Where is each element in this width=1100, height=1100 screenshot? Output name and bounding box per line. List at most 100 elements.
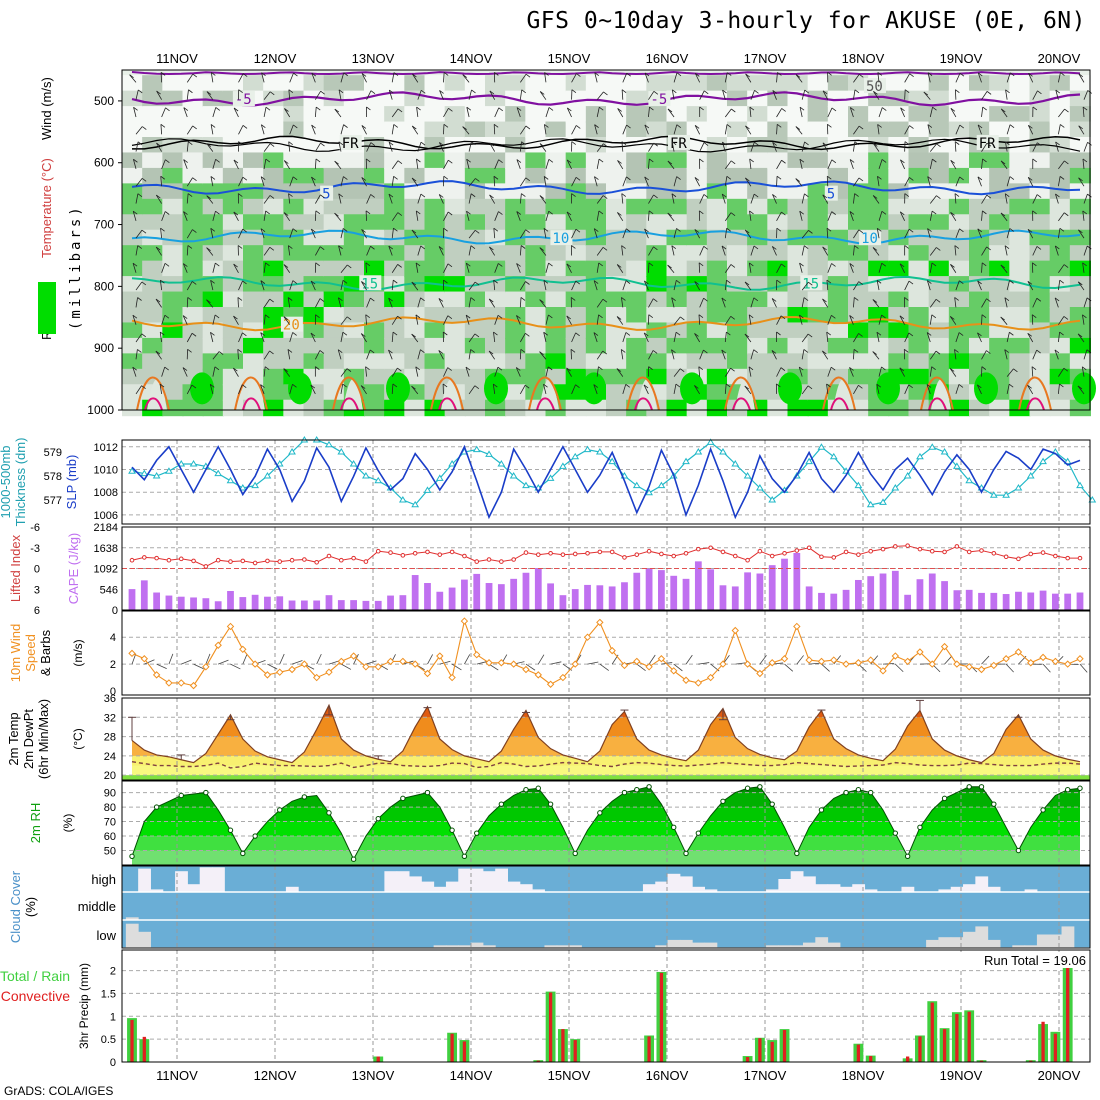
wind-barb (566, 315, 572, 325)
cape-ylabel: CAPE (J/kg) (66, 533, 81, 605)
rh-cell (505, 214, 527, 231)
cape-bar (842, 589, 850, 610)
wind-barb-flag (872, 247, 878, 251)
rh-cell (1069, 291, 1091, 308)
rh-cell (505, 353, 527, 370)
rh-cell (666, 214, 688, 231)
rh-cell (565, 353, 587, 370)
wind-barb-flag (877, 176, 882, 180)
wind-barb (826, 280, 829, 291)
wind-barb-flag (731, 108, 736, 113)
rh-cell (323, 167, 345, 185)
wind-barb (949, 368, 957, 377)
wind-barb (724, 124, 728, 135)
wind-barb (899, 263, 906, 273)
wind-barb (593, 280, 598, 291)
wind-speed-point (448, 673, 456, 682)
wind-barb-flag (808, 281, 813, 286)
wind-barb (260, 124, 265, 135)
rh-cell (1049, 167, 1071, 185)
wind-barb (981, 142, 988, 152)
cloud-bar (470, 868, 484, 892)
rh-cell (263, 307, 285, 324)
wind-barb (289, 384, 293, 395)
cape-bar (1015, 591, 1022, 610)
wind-barb-flag (721, 349, 726, 354)
rh-cell (565, 245, 587, 262)
rh-cell (1049, 353, 1071, 370)
wind-barb-flag (182, 315, 188, 319)
wind-barb (155, 246, 162, 256)
wind-speed-point (916, 648, 924, 656)
rh-cell (404, 106, 426, 123)
rh-cell (243, 353, 265, 370)
wind-barb (156, 142, 162, 152)
wind-barb (822, 194, 829, 204)
wind-speed-point (263, 671, 272, 679)
wind-barb-flag (498, 159, 503, 164)
wind-barb-flag (671, 141, 677, 146)
rh-point (855, 786, 862, 793)
precip-tick-label: 0 (110, 1057, 116, 1069)
wind-speed-point (288, 665, 296, 674)
rh-cell (1029, 368, 1051, 386)
rh-cell (243, 245, 265, 262)
rh-cell (1069, 229, 1091, 247)
rh-cell (404, 260, 426, 278)
rh-cell (1009, 337, 1031, 355)
wind-speed-point (756, 669, 764, 678)
wind-speed-point (436, 652, 444, 660)
thickness-point (374, 476, 383, 484)
wind-barb-flag (388, 141, 394, 146)
wind-barb-flag (799, 106, 805, 111)
wind-barb-flag (215, 107, 221, 111)
wind-barb (744, 385, 752, 395)
wind-speed-point (374, 663, 382, 671)
wind-barb-flag (936, 195, 941, 199)
wind-barb-flag (1009, 176, 1015, 180)
wind-barb-flag (415, 314, 421, 319)
thickness-point (263, 472, 272, 479)
rh-cell (848, 106, 870, 123)
rh-cell (162, 152, 184, 169)
precip-convective-bar (462, 1041, 467, 1062)
rh-cell (908, 229, 930, 247)
wind-barb-flag (242, 280, 247, 285)
wind-barb (132, 211, 137, 221)
rh-band (132, 836, 1080, 851)
wind-barb-flag (649, 158, 654, 163)
precip-convective-bar (142, 1036, 146, 1062)
wind-barb (643, 280, 649, 291)
rh-moist-blob (876, 372, 900, 405)
rh-cell (444, 152, 466, 169)
wind-barb (232, 367, 239, 377)
rh-cell (444, 245, 466, 262)
rh-cell (424, 75, 446, 92)
isotherm-25 (724, 376, 758, 411)
wind-barb (929, 314, 933, 325)
wind-barb-10m (230, 663, 241, 670)
rh-point (868, 789, 874, 796)
precip-convective-bar (782, 1030, 787, 1062)
rh-cell (283, 291, 305, 308)
wind-barb (926, 384, 931, 395)
wind-barb-flag (242, 176, 248, 181)
wind-barb-flag (188, 89, 193, 94)
wind-barb (1032, 194, 1038, 204)
wind-barb (466, 211, 470, 221)
wind-barb (388, 89, 393, 100)
rh-cell (767, 353, 789, 370)
cape-bar (461, 579, 468, 610)
rh-cell (807, 260, 829, 278)
rh-cell (827, 260, 849, 278)
wind-barb-flag (269, 246, 275, 251)
wind-barb (822, 298, 829, 308)
wind-speed-point (990, 661, 998, 670)
precip-convective-bar (548, 992, 553, 1062)
wind-barb-flag (900, 159, 905, 164)
wind-barb (799, 314, 803, 325)
rh-cell (1029, 75, 1051, 92)
wind-barb (314, 350, 321, 360)
wind-barb (391, 228, 394, 239)
temp-tick-label: 36 (104, 693, 116, 705)
